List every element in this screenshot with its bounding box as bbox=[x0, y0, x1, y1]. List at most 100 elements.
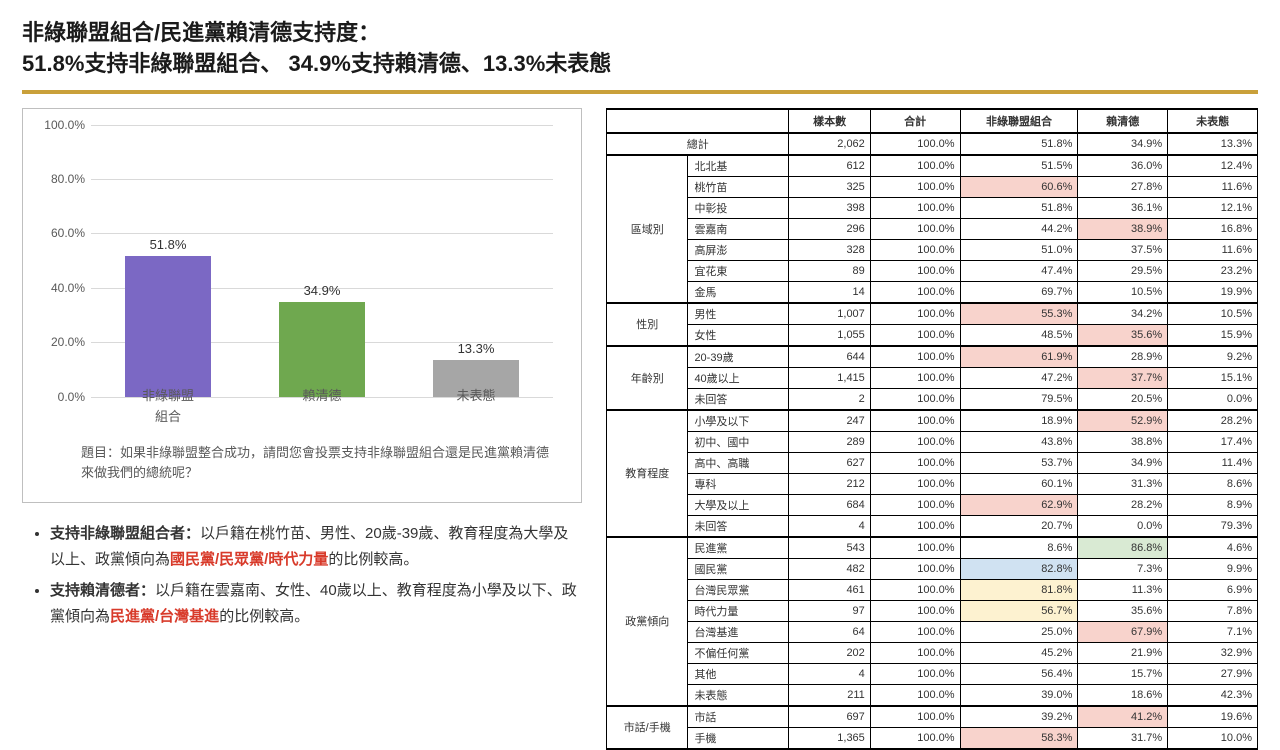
table-cell: 4.6% bbox=[1168, 537, 1258, 559]
table-cell: 28.2% bbox=[1168, 410, 1258, 432]
x-label: 非綠聯盟組合 bbox=[118, 385, 218, 425]
table-cell: 31.3% bbox=[1078, 473, 1168, 494]
table-cell: 34.9% bbox=[1078, 133, 1168, 155]
table-row: 高中、高職627100.0%53.7%34.9%11.4% bbox=[607, 452, 1258, 473]
bar bbox=[279, 302, 365, 397]
table-cell: 12.1% bbox=[1168, 197, 1258, 218]
table-cell: 39.2% bbox=[960, 706, 1078, 728]
table-cell: 15.7% bbox=[1078, 663, 1168, 684]
table-cell: 20.5% bbox=[1078, 388, 1168, 410]
table-cell: 21.9% bbox=[1078, 642, 1168, 663]
table-cell: 7.1% bbox=[1168, 621, 1258, 642]
table-cell: 100.0% bbox=[870, 133, 960, 155]
table-cell: 543 bbox=[789, 537, 870, 559]
table-cell: 51.8% bbox=[960, 197, 1078, 218]
row-label: 宜花東 bbox=[688, 260, 789, 281]
table-cell: 7.3% bbox=[1078, 558, 1168, 579]
y-tick: 80.0% bbox=[51, 172, 85, 186]
y-tick: 40.0% bbox=[51, 281, 85, 295]
table-row: 女性1,055100.0%48.5%35.6%15.9% bbox=[607, 324, 1258, 346]
row-label: 時代力量 bbox=[688, 600, 789, 621]
table-cell: 19.9% bbox=[1168, 281, 1258, 303]
table-cell: 44.2% bbox=[960, 218, 1078, 239]
table-cell: 27.9% bbox=[1168, 663, 1258, 684]
title-line1: 非綠聯盟組合/民進黨賴清德支持度： bbox=[22, 20, 380, 45]
table-cell: 56.7% bbox=[960, 600, 1078, 621]
table-cell: 100.0% bbox=[870, 706, 960, 728]
table-cell: 52.9% bbox=[1078, 410, 1168, 432]
table-cell: 58.3% bbox=[960, 727, 1078, 749]
table-row: 大學及以上684100.0%62.9%28.2%8.9% bbox=[607, 494, 1258, 515]
table-cell: 2 bbox=[789, 388, 870, 410]
table-cell: 100.0% bbox=[870, 473, 960, 494]
table-header: 未表態 bbox=[1168, 109, 1258, 133]
table-cell: 1,365 bbox=[789, 727, 870, 749]
crosstab-table: 樣本數合計非綠聯盟組合賴清德未表態總計2,062100.0%51.8%34.9%… bbox=[606, 108, 1258, 750]
table-cell: 100.0% bbox=[870, 324, 960, 346]
table-row: 時代力量97100.0%56.7%35.6%7.8% bbox=[607, 600, 1258, 621]
table-cell: 89 bbox=[789, 260, 870, 281]
table-cell: 100.0% bbox=[870, 452, 960, 473]
table-cell: 100.0% bbox=[870, 388, 960, 410]
table-cell: 28.9% bbox=[1078, 346, 1168, 368]
table-cell: 36.1% bbox=[1078, 197, 1168, 218]
table-cell: 100.0% bbox=[870, 727, 960, 749]
category-cell: 年齡別 bbox=[607, 346, 688, 410]
table-row: 40歲以上1,415100.0%47.2%37.7%15.1% bbox=[607, 367, 1258, 388]
table-header: 樣本數 bbox=[789, 109, 870, 133]
table-cell: 296 bbox=[789, 218, 870, 239]
row-label: 國民黨 bbox=[688, 558, 789, 579]
table-cell: 100.0% bbox=[870, 558, 960, 579]
table-cell: 79.3% bbox=[1168, 515, 1258, 537]
table-cell: 8.9% bbox=[1168, 494, 1258, 515]
table-cell: 9.9% bbox=[1168, 558, 1258, 579]
bullet-item: 支持非綠聯盟組合者：以戶籍在桃竹苗、男性、20歲-39歲、教育程度為大學及以上、… bbox=[50, 521, 582, 572]
y-tick: 0.0% bbox=[58, 390, 85, 404]
table-cell: 8.6% bbox=[1168, 473, 1258, 494]
table-cell: 81.8% bbox=[960, 579, 1078, 600]
table-cell: 11.6% bbox=[1168, 239, 1258, 260]
table-cell: 100.0% bbox=[870, 621, 960, 642]
table-cell: 61.9% bbox=[960, 346, 1078, 368]
table-cell: 43.8% bbox=[960, 431, 1078, 452]
table-cell: 15.9% bbox=[1168, 324, 1258, 346]
table-cell: 55.3% bbox=[960, 303, 1078, 325]
row-label: 市話 bbox=[688, 706, 789, 728]
row-label: 台灣基進 bbox=[688, 621, 789, 642]
table-cell: 60.1% bbox=[960, 473, 1078, 494]
table-cell: 35.6% bbox=[1078, 600, 1168, 621]
table-cell: 100.0% bbox=[870, 642, 960, 663]
table-cell: 35.6% bbox=[1078, 324, 1168, 346]
table-cell: 212 bbox=[789, 473, 870, 494]
table-cell: 97 bbox=[789, 600, 870, 621]
table-cell: 202 bbox=[789, 642, 870, 663]
table-cell: 56.4% bbox=[960, 663, 1078, 684]
row-label: 初中、國中 bbox=[688, 431, 789, 452]
bar-value-label: 13.3% bbox=[458, 341, 495, 356]
table-cell: 7.8% bbox=[1168, 600, 1258, 621]
table-row: 國民黨482100.0%82.8%7.3%9.9% bbox=[607, 558, 1258, 579]
category-cell: 教育程度 bbox=[607, 410, 688, 537]
table-cell: 27.8% bbox=[1078, 176, 1168, 197]
table-row: 台灣民眾黨461100.0%81.8%11.3%6.9% bbox=[607, 579, 1258, 600]
table-row: 未回答2100.0%79.5%20.5%0.0% bbox=[607, 388, 1258, 410]
table-cell: 100.0% bbox=[870, 176, 960, 197]
bar-chart: 0.0%20.0%40.0%60.0%80.0%100.0%51.8%34.9%… bbox=[22, 108, 582, 504]
table-cell: 482 bbox=[789, 558, 870, 579]
table-cell: 644 bbox=[789, 346, 870, 368]
table-cell: 15.1% bbox=[1168, 367, 1258, 388]
table-cell: 2,062 bbox=[789, 133, 870, 155]
table-cell: 612 bbox=[789, 155, 870, 177]
chart-question: 題目：如果非綠聯盟整合成功，請問您會投票支持非綠聯盟組合還是民進黨賴清德來做我們… bbox=[33, 443, 563, 489]
table-cell: 100.0% bbox=[870, 367, 960, 388]
row-label: 雲嘉南 bbox=[688, 218, 789, 239]
table-cell: 1,415 bbox=[789, 367, 870, 388]
x-label: 未表態 bbox=[426, 385, 526, 425]
row-label: 台灣民眾黨 bbox=[688, 579, 789, 600]
table-row: 年齡別20-39歲644100.0%61.9%28.9%9.2% bbox=[607, 346, 1258, 368]
table-cell: 289 bbox=[789, 431, 870, 452]
row-label: 大學及以上 bbox=[688, 494, 789, 515]
table-row: 初中、國中289100.0%43.8%38.8%17.4% bbox=[607, 431, 1258, 452]
row-label: 北北基 bbox=[688, 155, 789, 177]
table-cell: 38.8% bbox=[1078, 431, 1168, 452]
